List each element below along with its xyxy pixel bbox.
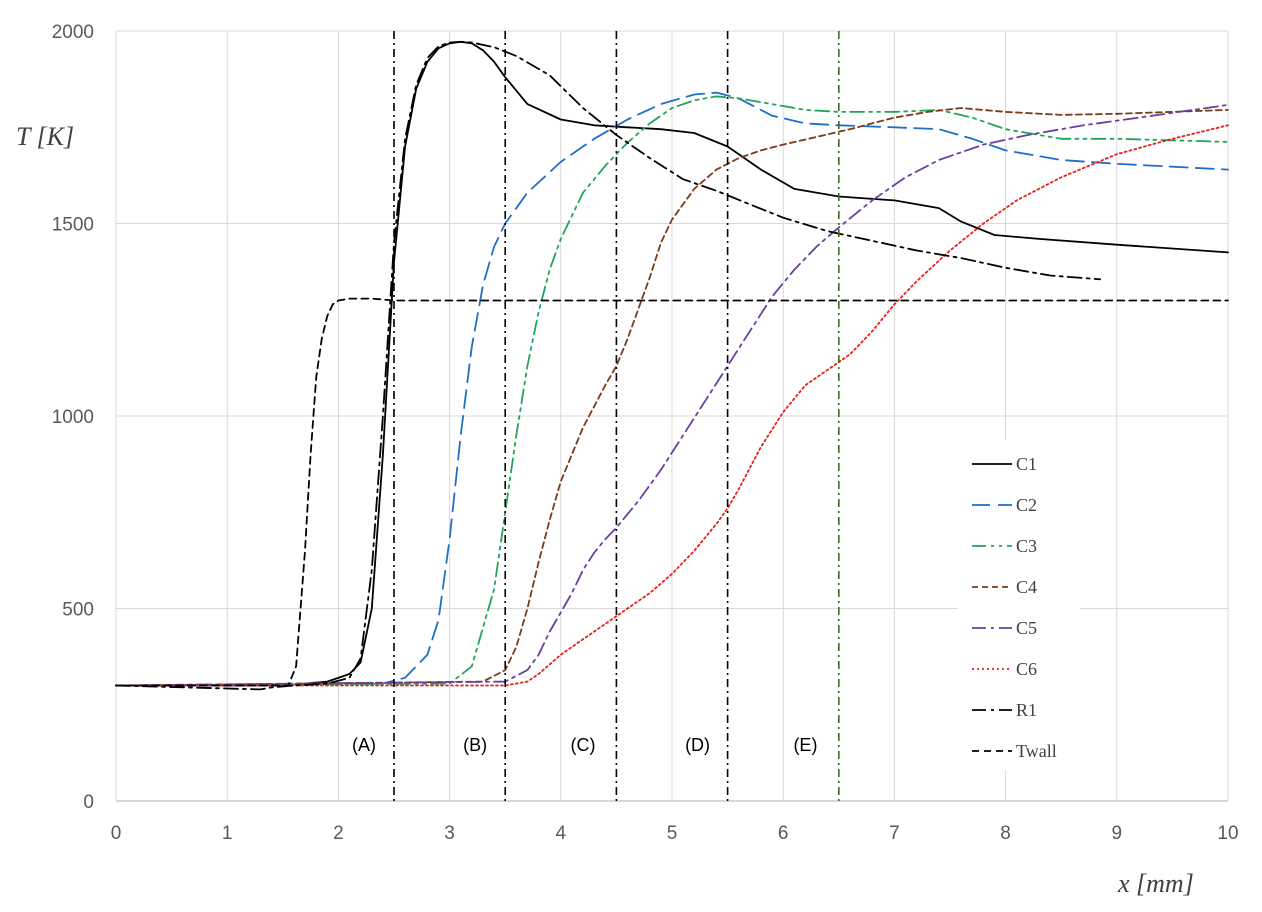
series-line-r1 [115, 40, 1101, 691]
x-tick-label: 4 [556, 823, 567, 844]
x-tick-label: 9 [1112, 823, 1123, 844]
region-label: (E) [793, 735, 817, 755]
axes [115, 31, 1228, 802]
tick-labels: 0 1 2 3 4 5 6 7 8 9 10 0 500 1000 1500 2000 [52, 22, 1239, 844]
legend-label: C3 [1016, 536, 1037, 556]
x-tick-label: 10 [1217, 823, 1238, 844]
series-line-c6 [115, 124, 1229, 687]
y-tick-label: 1000 [52, 407, 94, 428]
x-tick-label: 6 [778, 823, 789, 844]
legend-label: R1 [1016, 700, 1037, 720]
series-line-c4 [115, 107, 1229, 687]
legend-label: Twall [1016, 741, 1057, 761]
legend-label: C6 [1016, 659, 1037, 679]
series-line-c2 [115, 91, 1229, 687]
x-tick-label: 5 [667, 823, 678, 844]
series-line-twall [115, 297, 1229, 687]
y-axis-title: T [K] [16, 122, 74, 151]
series-layer [115, 40, 1229, 691]
legend-label: C4 [1016, 577, 1037, 597]
legend-label: C2 [1016, 495, 1037, 515]
region-lines: (A) (B) (C) (D) (E) [352, 31, 840, 801]
x-tick-label: 0 [111, 823, 122, 844]
region-label: (D) [685, 735, 710, 755]
series-line-c1 [115, 40, 1229, 687]
series-line-c5 [115, 104, 1229, 687]
y-tick-label: 2000 [52, 22, 94, 43]
legend: C1 C2 C3 C4 C5 C6 R1 Twall [972, 454, 1057, 761]
y-tick-label: 1500 [52, 215, 94, 236]
x-tick-label: 1 [222, 823, 233, 844]
y-tick-label: 0 [83, 792, 94, 813]
y-tick-label: 500 [62, 600, 94, 621]
region-label: (B) [463, 735, 487, 755]
legend-label: C1 [1016, 454, 1037, 474]
x-tick-label: 3 [444, 823, 455, 844]
series-line-c3 [115, 95, 1229, 687]
legend-background [958, 440, 1080, 770]
region-label: (C) [571, 735, 596, 755]
legend-label: C5 [1016, 618, 1037, 638]
region-label: (A) [352, 735, 376, 755]
x-tick-label: 8 [1000, 823, 1011, 844]
x-tick-label: 2 [333, 823, 344, 844]
x-tick-label: 7 [889, 823, 900, 844]
x-axis-title: x [mm] [1117, 869, 1194, 898]
